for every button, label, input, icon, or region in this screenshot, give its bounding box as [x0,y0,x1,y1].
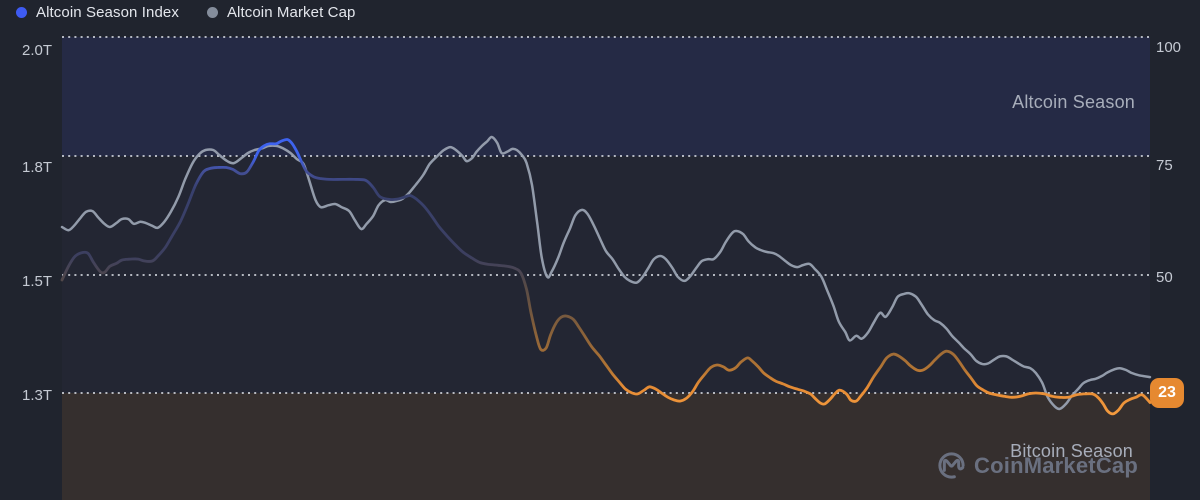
coinmarketcap-branding: CoinMarketCap [936,450,1138,481]
altcoin-season-band [62,37,1150,156]
left-axis-tick-1-5t: 1.5T [21,273,52,290]
left-axis-tick-1-8t: 1.8T [21,159,52,176]
legend: Altcoin Season Index Altcoin Market Cap [16,4,355,21]
bitcoin-season-band [62,393,1150,500]
right-axis-tick-50: 50 [1156,269,1173,286]
altcoin-season-index-line [60,138,1152,416]
legend-dot-blue-icon [16,7,27,18]
current-value-badge: 23 [1150,378,1184,408]
right-axis-tick-75: 75 [1156,157,1173,174]
legend-item-altcoin-season-index[interactable]: Altcoin Season Index [16,4,179,21]
left-axis-tick-1-3t: 1.3T [21,387,52,404]
legend-label-index: Altcoin Season Index [36,4,179,21]
legend-item-altcoin-market-cap[interactable]: Altcoin Market Cap [206,4,356,21]
coinmarketcap-wordmark: CoinMarketCap [974,452,1138,478]
coinmarketcap-logo-icon [938,452,965,479]
legend-dot-gray-icon [206,7,218,18]
altcoin-season-zone-label: Altcoin Season [1012,92,1135,112]
right-axis-tick-100: 100 [1156,39,1182,56]
altcoin-market-cap-line [60,135,1152,411]
left-axis-tick-2-0t: 2.0T [21,42,52,59]
bitcoin-season-zone-label: Bitcoin Season [1010,441,1133,461]
legend-label-marketcap: Altcoin Market Cap [226,4,356,21]
